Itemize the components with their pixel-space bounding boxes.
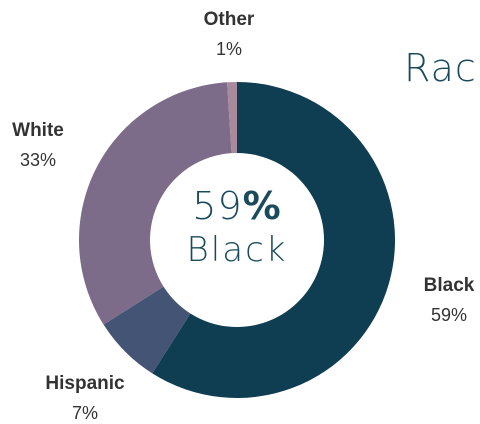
slice-value-other: 1% [215, 39, 242, 59]
center-value: 59% [148, 184, 326, 228]
slice-label-black: Black 59% [394, 276, 480, 324]
donut-slice-hispanic [103, 286, 191, 374]
chart-title-fragment: Rac [404, 46, 477, 90]
slice-name-white: White [12, 120, 64, 141]
donut-slice-other [227, 82, 237, 154]
slice-value-hispanic: 7% [71, 403, 98, 423]
center-value-unit: % [242, 184, 282, 228]
slice-label-white: White 33% [0, 121, 76, 169]
center-label: 59% Black [148, 184, 326, 272]
slice-value-white: 33% [19, 150, 57, 170]
slice-name-black: Black [423, 275, 475, 296]
slice-label-other: Other 1% [184, 10, 274, 58]
donut-slice-black [152, 82, 395, 398]
center-value-number: 59 [192, 184, 243, 228]
slice-name-other: Other [203, 9, 255, 30]
center-category: Black [186, 229, 288, 270]
donut-slice-white [78, 82, 232, 325]
slice-value-black: 59% [430, 305, 468, 325]
slice-label-hispanic: Hispanic 7% [30, 374, 140, 422]
slice-name-hispanic: Hispanic [45, 373, 125, 394]
